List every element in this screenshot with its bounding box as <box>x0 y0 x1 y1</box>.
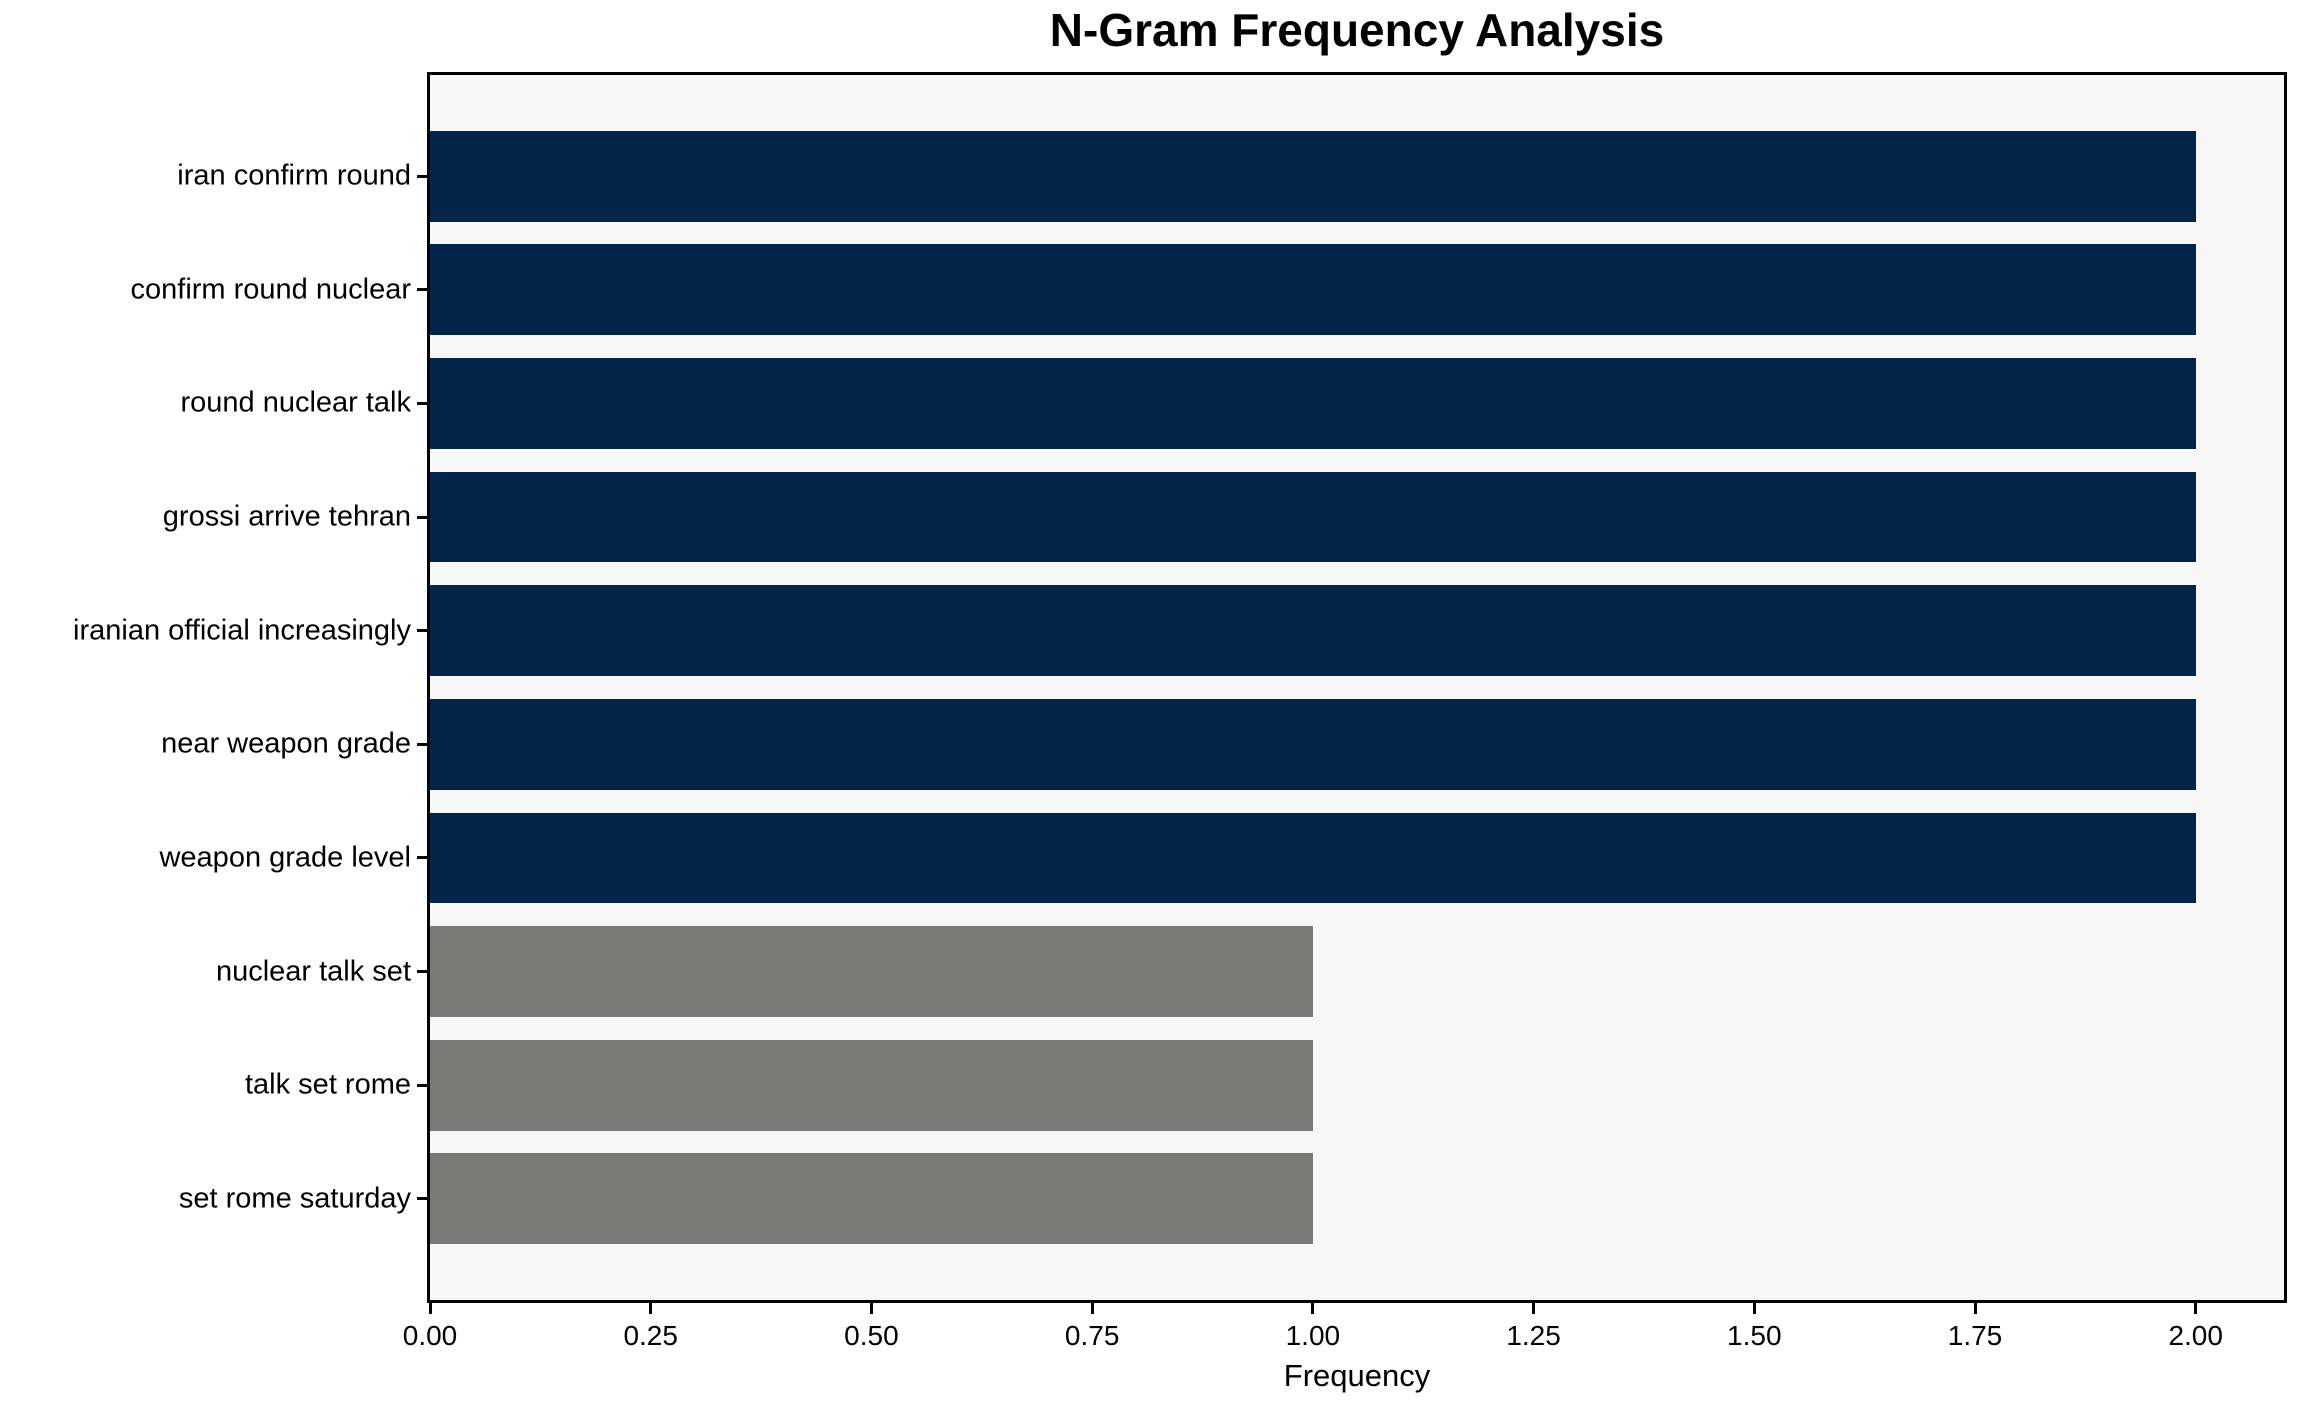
x-tick-label: 0.00 <box>402 1320 458 1351</box>
x-tick-mark <box>1311 1303 1315 1314</box>
y-tick-label: round nuclear talk <box>180 386 411 419</box>
x-tick-mark <box>649 1303 653 1314</box>
y-tick-mark <box>417 1197 427 1201</box>
bar-near-weapon-grade <box>430 698 2196 790</box>
x-tick-mark <box>869 1303 873 1314</box>
y-tick-label: iran confirm round <box>177 159 411 192</box>
y-tick-mark <box>417 288 427 292</box>
x-tick-label: 1.75 <box>1947 1320 2003 1351</box>
bar-confirm-round-nuclear <box>430 244 2196 336</box>
y-tick-mark <box>417 856 427 860</box>
x-tick-label: 1.25 <box>1506 1320 1561 1351</box>
y-tick-mark <box>417 515 427 519</box>
x-tick-mark <box>1973 1303 1977 1314</box>
y-tick-label: confirm round nuclear <box>130 273 411 306</box>
bar-iran-confirm-round <box>430 130 2196 222</box>
y-tick-label: grossi arrive tehran <box>162 500 411 533</box>
x-tick-mark <box>1752 1303 1756 1314</box>
x-tick-label: 0.25 <box>623 1320 678 1351</box>
x-tick-label: 2.00 <box>2168 1320 2223 1351</box>
y-tick-label: nuclear talk set <box>215 955 411 988</box>
x-tick-mark <box>428 1303 432 1314</box>
y-tick-mark <box>417 742 427 746</box>
chart-title: N-Gram Frequency Analysis <box>1049 4 1665 56</box>
y-tick-mark <box>417 174 427 178</box>
plot-area <box>427 72 2287 1303</box>
bar-weapon-grade-level <box>430 812 2196 904</box>
y-tick-label: talk set rome <box>245 1068 411 1101</box>
bar-iranian-official-increasingly <box>430 585 2196 677</box>
bar-round-nuclear-talk <box>430 357 2196 449</box>
x-tick-label: 1.00 <box>1285 1320 1341 1351</box>
bar-grossi-arrive-tehran <box>430 471 2196 563</box>
y-tick-label: weapon grade level <box>159 841 411 874</box>
y-tick-mark <box>417 629 427 633</box>
y-tick-mark <box>417 970 427 974</box>
x-tick-mark <box>1090 1303 1094 1314</box>
y-tick-mark <box>417 1083 427 1087</box>
x-tick-label: 0.75 <box>1064 1320 1120 1351</box>
x-tick-mark <box>1532 1303 1536 1314</box>
y-tick-mark <box>417 401 427 405</box>
bar-set-rome-saturday <box>430 1153 1313 1245</box>
x-tick-label: 0.50 <box>844 1320 899 1351</box>
bar-nuclear-talk-set <box>430 926 1313 1018</box>
y-tick-label: near weapon grade <box>161 727 411 760</box>
y-tick-label: set rome saturday <box>178 1182 411 1215</box>
x-tick-mark <box>2194 1303 2198 1314</box>
x-axis-label: Frequency <box>1283 1358 1431 1393</box>
y-tick-label: iranian official increasingly <box>73 614 411 647</box>
x-tick-label: 1.50 <box>1727 1320 1782 1351</box>
bar-talk-set-rome <box>430 1039 1313 1131</box>
